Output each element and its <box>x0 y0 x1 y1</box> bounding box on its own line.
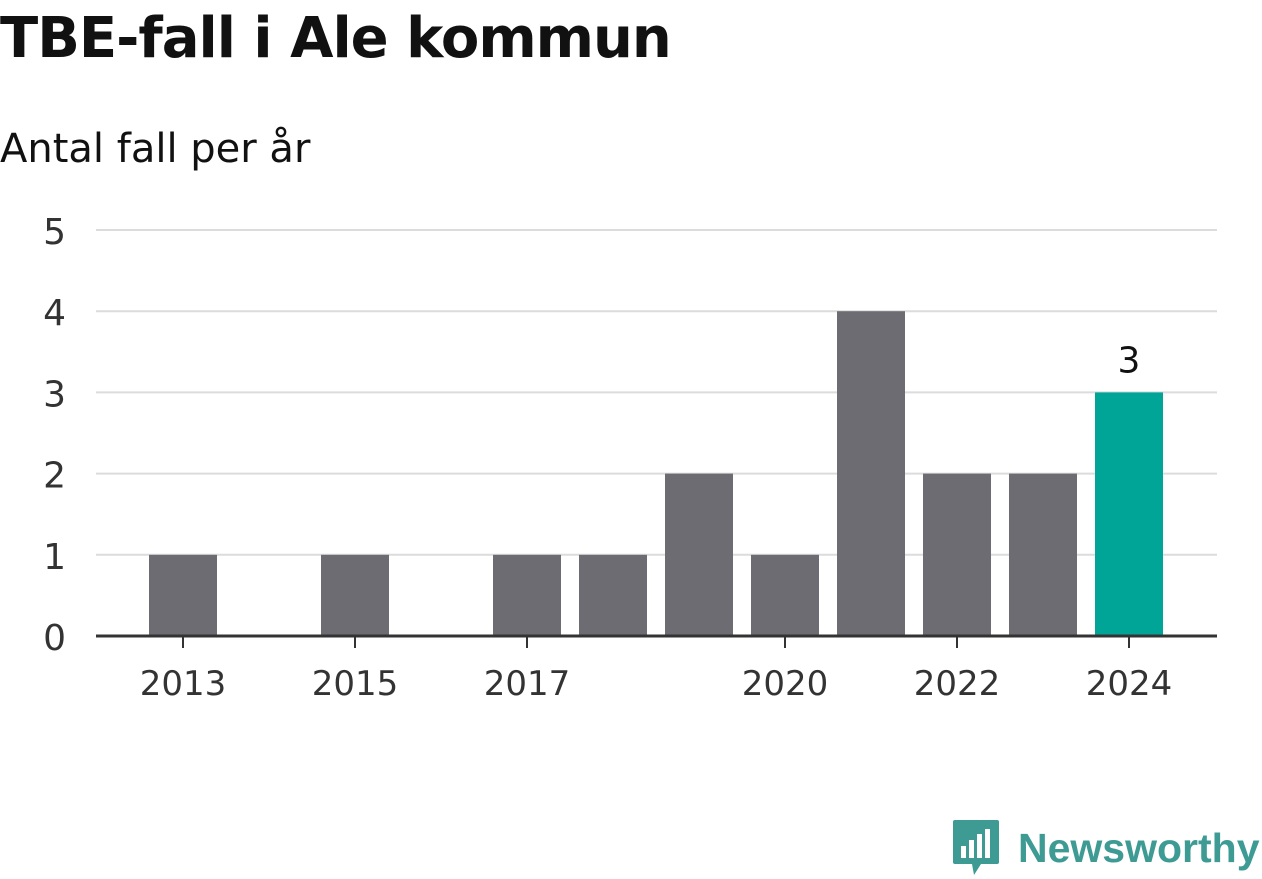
bar-2024 <box>1095 392 1163 636</box>
x-tick-label: 2013 <box>140 664 227 704</box>
bar-2019 <box>665 473 733 636</box>
y-tick-label: 5 <box>43 212 66 253</box>
bar-2020 <box>751 554 819 636</box>
chart-subtitle: Antal fall per år <box>0 126 311 172</box>
bar-2023 <box>1009 473 1077 636</box>
bar-2017 <box>493 554 561 636</box>
y-tick-label: 2 <box>43 456 66 497</box>
x-tick-label: 2015 <box>312 664 399 704</box>
y-tick-label: 4 <box>43 293 66 334</box>
y-tick-label: 0 <box>43 618 66 659</box>
bar-2018 <box>579 554 647 636</box>
newsworthy-logo-icon <box>953 820 999 875</box>
x-tick-label: 2020 <box>742 664 829 704</box>
bar-2021 <box>837 311 905 636</box>
data-label: 3 <box>1118 340 1141 381</box>
y-tick-label: 3 <box>43 374 66 415</box>
x-tick-label: 2017 <box>484 664 571 704</box>
brand-name: Newsworthy <box>1018 824 1260 871</box>
x-tick-label: 2024 <box>1086 664 1173 704</box>
brand: Newsworthy <box>952 818 1260 878</box>
x-tick-label: 2022 <box>914 664 1001 704</box>
bar-2022 <box>923 473 991 636</box>
bar-2013 <box>149 554 217 636</box>
chart-title: TBE-fall i Ale kommun <box>0 6 672 71</box>
y-tick-label: 1 <box>43 537 66 578</box>
bar-2015 <box>321 554 389 636</box>
